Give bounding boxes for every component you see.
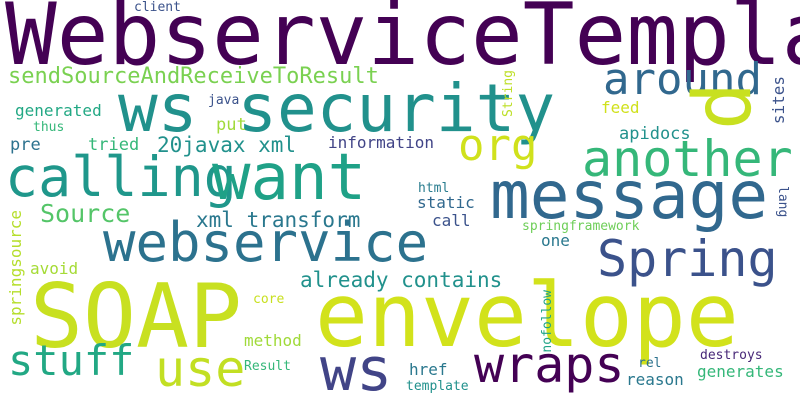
word-springsource: springsource xyxy=(6,210,25,326)
word-20javax-xml: 20javax xml xyxy=(157,133,297,157)
word-static: static xyxy=(417,193,475,212)
word-core: core xyxy=(253,292,285,307)
word-xml-transform: xml transform xyxy=(196,208,361,232)
word-generates: generates xyxy=(697,362,784,381)
word-ws-security: ws security xyxy=(118,70,556,147)
word-p: p xyxy=(687,82,780,131)
word-thus: thus xyxy=(33,120,65,135)
word-java: java xyxy=(208,93,240,108)
word-stuff: stuff xyxy=(8,336,135,385)
word-call: call xyxy=(432,211,471,230)
word-org: org xyxy=(458,120,538,171)
word-method: method xyxy=(244,331,302,350)
word-tried: tried xyxy=(88,135,140,155)
word-generated: generated xyxy=(15,101,102,120)
word-pre: pre xyxy=(10,135,41,155)
word-webservicetemplate: WebserviceTemplate xyxy=(5,0,800,85)
word-lang: lang xyxy=(775,186,790,218)
word-envelope: envelope xyxy=(315,264,739,367)
word-destroys: destroys xyxy=(700,348,763,363)
word-template: template xyxy=(406,379,469,394)
word-reason: reason xyxy=(626,370,684,389)
word-already-contains: already contains xyxy=(300,268,503,292)
word-sendsourceandreceivetoresult: sendSourceAndReceiveToResult xyxy=(8,64,379,89)
word-wraps: wraps xyxy=(474,336,625,394)
word-want: want xyxy=(212,141,367,215)
word-another: another xyxy=(582,130,793,188)
word-string: String xyxy=(501,70,516,117)
word-webservice: webservice xyxy=(103,211,429,274)
word-rel: rel xyxy=(638,356,662,371)
word-message: message xyxy=(490,157,769,234)
word-one: one xyxy=(541,231,570,250)
word-put: put xyxy=(216,115,247,135)
word-around: around xyxy=(603,54,762,105)
word-soap: SOAP xyxy=(30,265,242,368)
word-spring: Spring xyxy=(597,230,778,288)
word-avoid: avoid xyxy=(30,259,79,278)
word-springframework: springframework xyxy=(522,219,640,234)
word-apidocs: apidocs xyxy=(619,124,691,144)
word-html: html xyxy=(418,181,450,196)
word-information: information xyxy=(328,133,434,152)
word-client: client xyxy=(134,0,181,15)
word-source: Source xyxy=(40,199,131,228)
word-href: href xyxy=(409,360,448,379)
word-use: use xyxy=(155,340,246,398)
word-sites: sites xyxy=(769,76,788,125)
word-feed: feed xyxy=(601,98,640,117)
word-ws: ws xyxy=(320,335,393,400)
word-calling: calling xyxy=(5,145,237,209)
word-result: Result xyxy=(244,359,291,374)
